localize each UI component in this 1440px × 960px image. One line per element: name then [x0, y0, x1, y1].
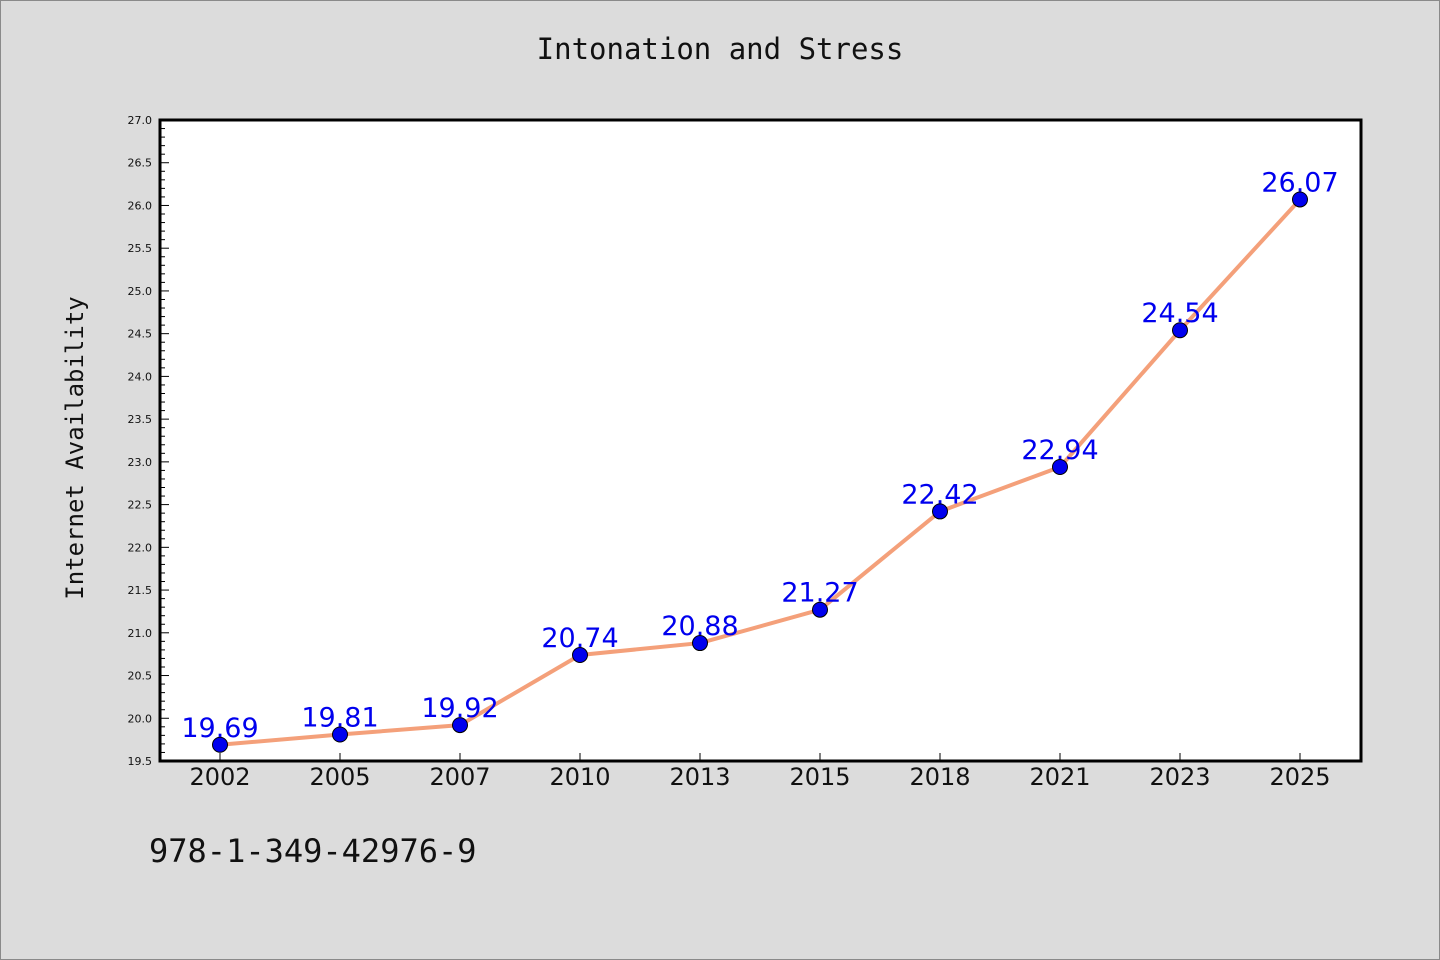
data-point	[692, 635, 708, 652]
data-label: 19.92	[421, 693, 498, 724]
x-tick-label: 2018	[909, 763, 970, 791]
x-tick-label: 2025	[1269, 763, 1330, 791]
y-tick-label: 26.5	[128, 157, 153, 170]
data-point	[452, 717, 468, 734]
y-tick-label: 20.5	[128, 670, 153, 683]
y-axis: 19.5 20.0 20.5 21.0 21.5 22.0 22.5 23.0 23.5 24.0…	[128, 114, 169, 768]
y-tick-label: 23.0	[128, 456, 153, 469]
series-line	[218, 197, 1302, 747]
data-label: 19.69	[181, 713, 258, 744]
y-tick-label: 23.5	[128, 413, 153, 426]
plot-area	[160, 120, 1361, 761]
x-axis: 2002 2005 2007 2010 2013 2015 2018 2021 2023 2025	[189, 753, 1331, 791]
data-label: 20.88	[661, 611, 738, 642]
y-tick-label: 25.0	[128, 285, 153, 298]
y-tick-label: 21.0	[128, 627, 153, 640]
x-tick-label: 2005	[309, 763, 370, 791]
x-tick-label: 2015	[789, 763, 850, 791]
x-tick-label: 2023	[1149, 763, 1210, 791]
data-label: 21.27	[781, 578, 858, 609]
x-tick-label: 2002	[189, 763, 250, 791]
data-point	[332, 726, 348, 743]
data-point	[572, 647, 588, 664]
data-label: 24.54	[1141, 298, 1218, 329]
y-tick-label: 24.5	[128, 328, 153, 341]
y-tick-label: 25.5	[128, 242, 153, 255]
y-tick-label: 26.0	[128, 199, 153, 212]
y-tick-label: 22.5	[128, 499, 153, 512]
x-tick-label: 2007	[429, 763, 490, 791]
y-tick-label: 22.0	[128, 541, 153, 554]
data-label: 19.81	[301, 703, 378, 734]
y-tick-label: 27.0	[128, 114, 153, 127]
x-tick-label: 2013	[669, 763, 730, 791]
y-tick-label: 24.0	[128, 370, 153, 383]
data-point	[1052, 458, 1068, 475]
data-point	[932, 503, 948, 520]
x-tick-label: 2010	[549, 763, 610, 791]
y-tick-label: 19.5	[128, 755, 153, 768]
x-tick-label: 2021	[1029, 763, 1090, 791]
data-label: 26.07	[1261, 167, 1338, 198]
series-group: 19.69 19.81 19.92 20.74 20.88 21.27 22.42 22.94…	[181, 167, 1339, 753]
chart-title: Intonation and Stress	[536, 32, 904, 66]
data-point	[1292, 191, 1308, 208]
y-tick-label: 20.0	[128, 712, 153, 725]
data-label: 20.74	[541, 623, 618, 654]
data-point	[212, 736, 228, 753]
data-point	[812, 601, 828, 618]
data-label: 22.42	[901, 479, 978, 510]
y-tick-label: 21.5	[128, 584, 153, 597]
isbn-text: 978-1-349-42976-9	[149, 832, 477, 870]
data-point	[1172, 322, 1188, 339]
data-label: 22.94	[1021, 435, 1098, 466]
plot-border	[158, 118, 1363, 763]
